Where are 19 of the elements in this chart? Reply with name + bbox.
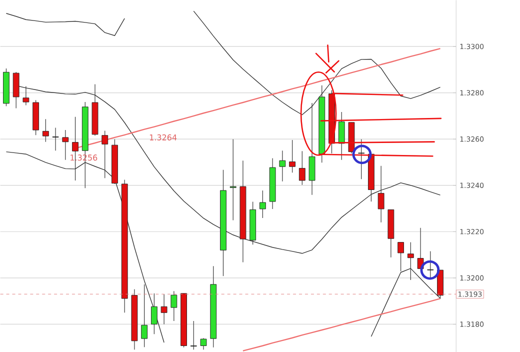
candlestick xyxy=(338,112,345,160)
candlestick xyxy=(170,290,178,322)
candlestick xyxy=(259,190,266,218)
candlestick xyxy=(298,150,306,186)
candlestick xyxy=(289,140,296,173)
candlestick xyxy=(62,130,69,160)
candlestick xyxy=(427,250,434,278)
candlestick xyxy=(150,293,158,334)
candlestick xyxy=(378,166,384,223)
candlestick xyxy=(190,320,197,350)
candlestick xyxy=(52,127,59,151)
candlestick xyxy=(160,294,168,324)
candlestick xyxy=(398,242,404,272)
candlestick xyxy=(200,338,207,350)
candlestick xyxy=(407,242,414,280)
candlestick xyxy=(42,118,49,142)
candlestick xyxy=(230,138,236,221)
candlestick xyxy=(279,150,286,182)
candlestick xyxy=(358,138,365,180)
